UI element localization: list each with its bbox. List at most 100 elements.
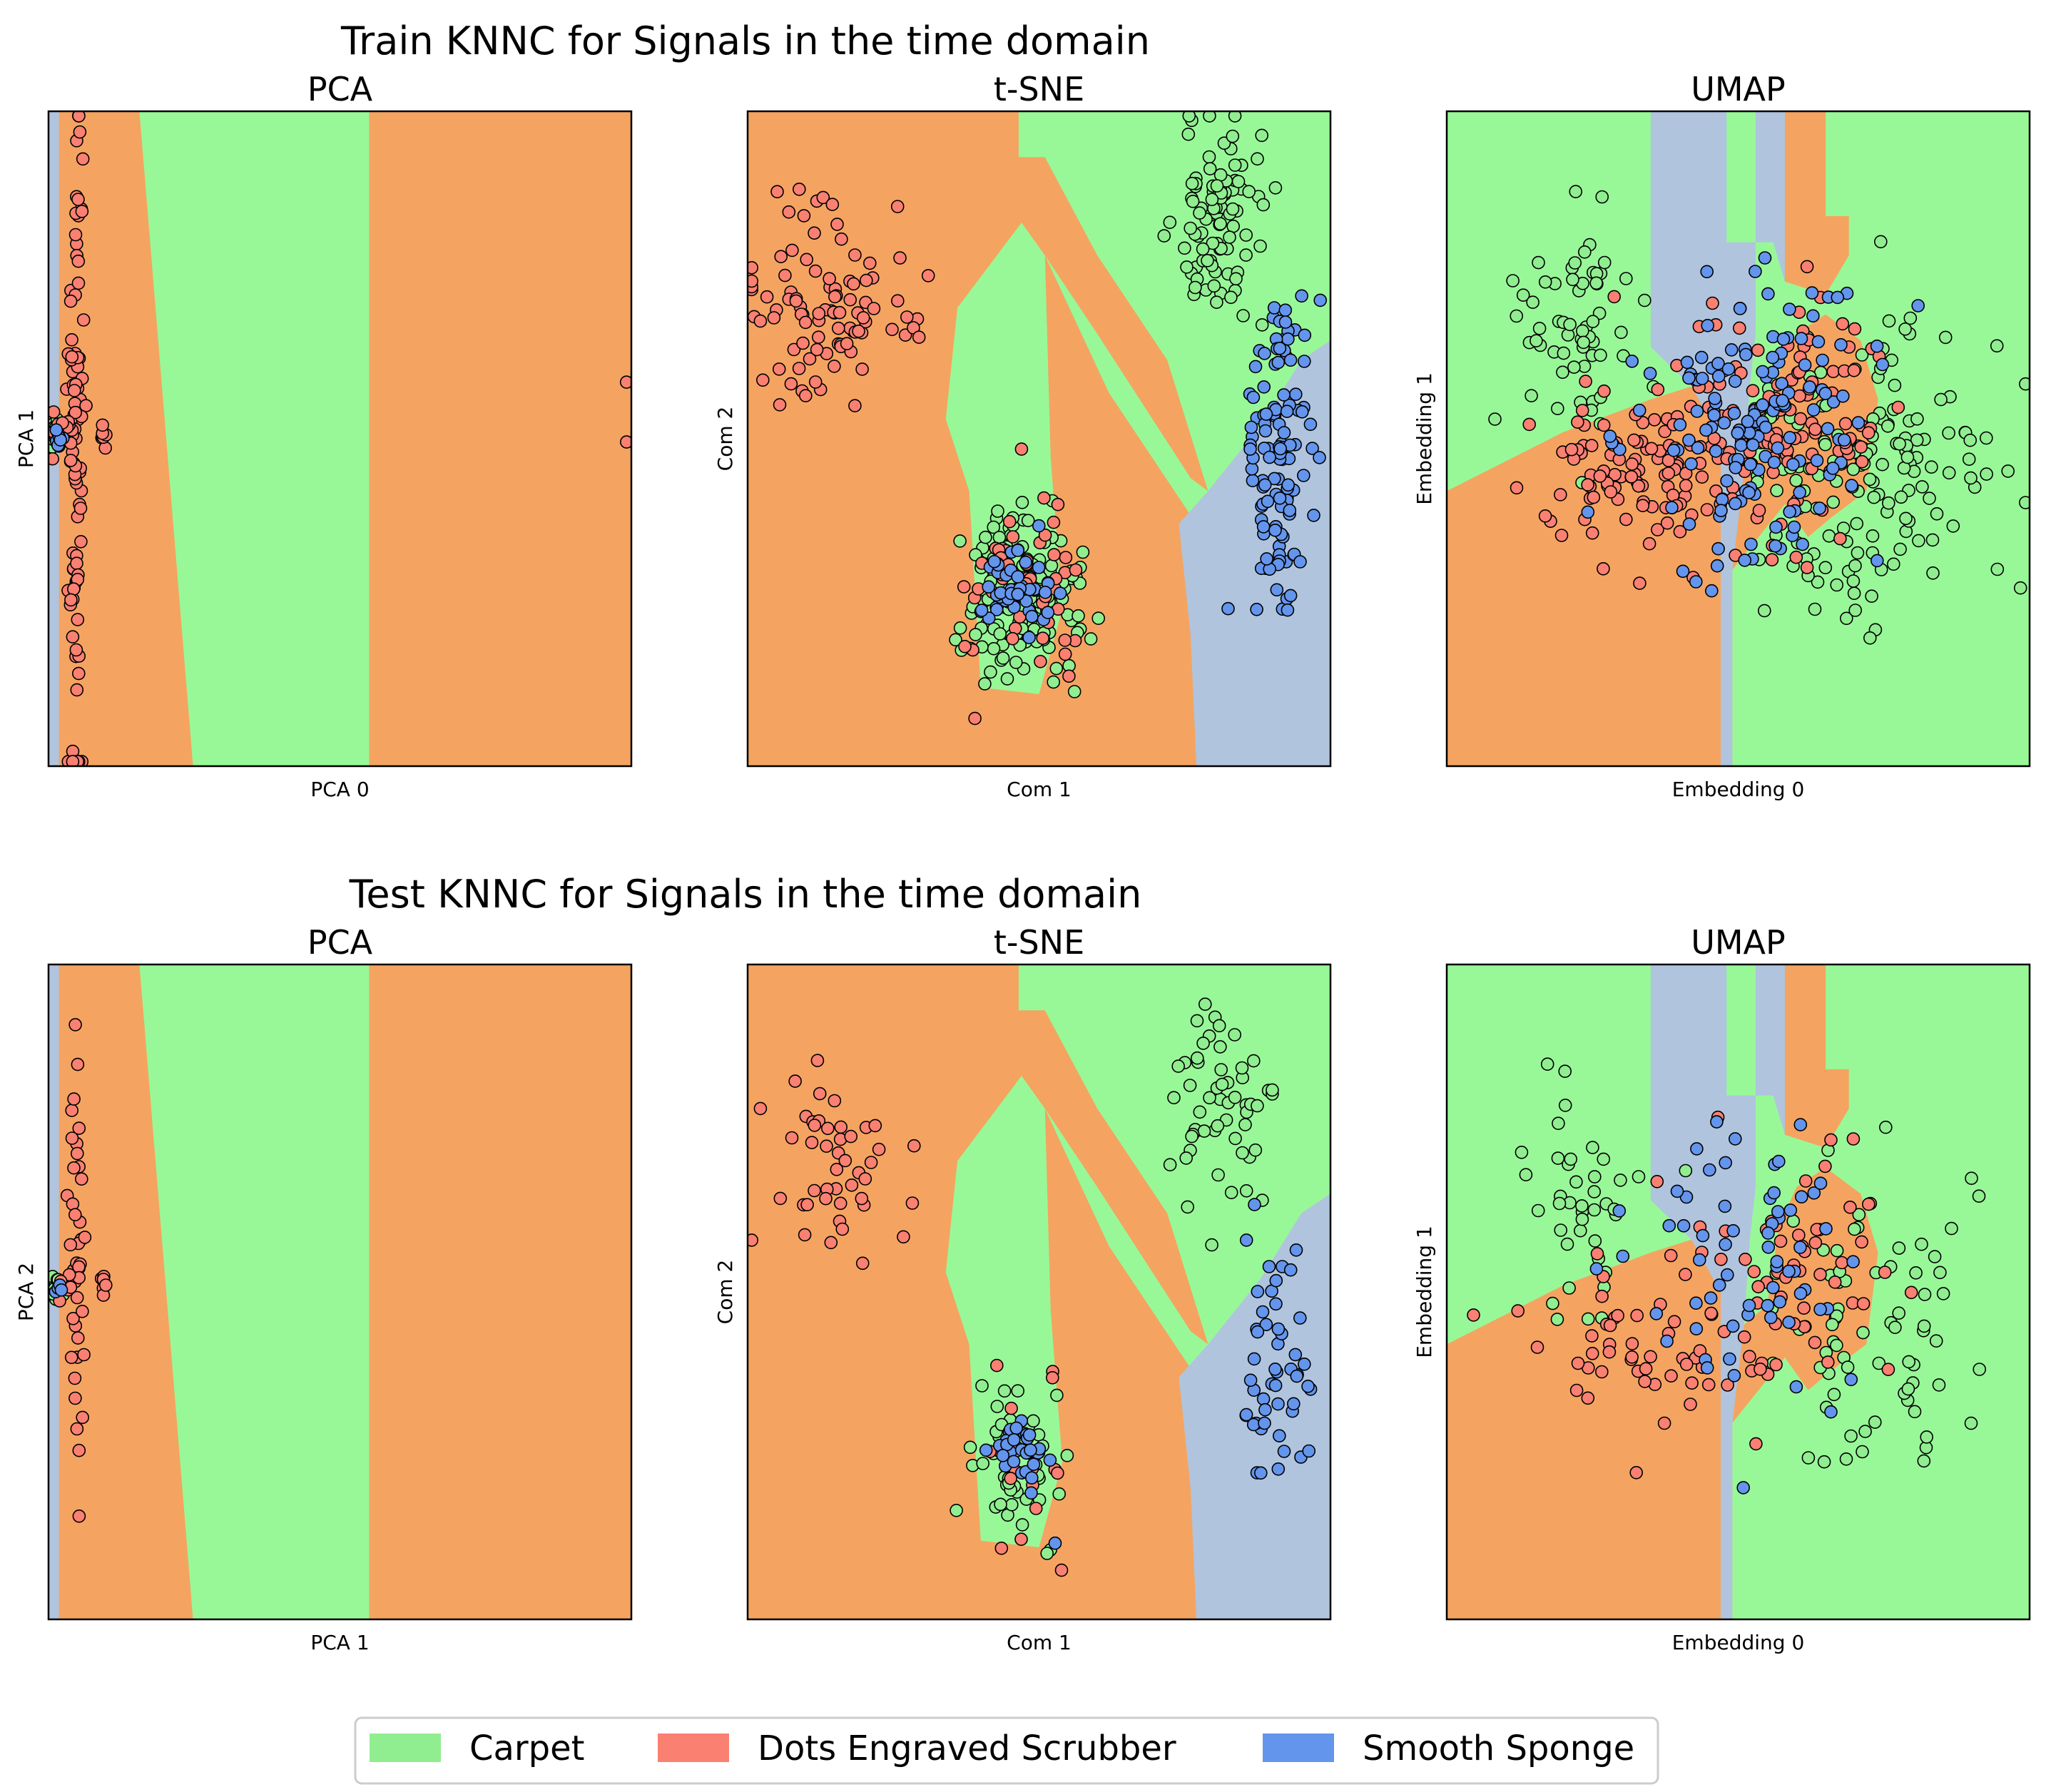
data-point (1180, 260, 1194, 274)
x-axis-label: PCA 1 (310, 1631, 369, 1654)
panel-train-umap: UMAP Embedding 0 Embedding 1 (1413, 70, 2031, 801)
data-point (1767, 455, 1781, 469)
data-point (1052, 1487, 1066, 1501)
data-point (1929, 1334, 1943, 1348)
data-point (1025, 1471, 1039, 1485)
data-point (1728, 375, 1742, 388)
series-smooth-sponge (974, 289, 1327, 645)
data-point (1826, 395, 1841, 409)
data-point (1268, 523, 1282, 537)
data-point (1990, 562, 2005, 576)
data-point (2013, 581, 2027, 595)
data-point (1673, 418, 1687, 432)
data-point (1247, 1054, 1261, 1068)
data-point (1756, 398, 1769, 412)
data-point (1840, 611, 1853, 626)
data-point (996, 651, 1010, 665)
data-point (1766, 350, 1780, 365)
x-axis-label: Embedding 0 (1672, 1631, 1805, 1654)
region-carpet (945, 964, 1330, 1547)
data-point (1058, 647, 1072, 661)
data-point (1925, 533, 1940, 547)
data-point (774, 250, 788, 264)
data-point (1733, 321, 1746, 335)
data-point (885, 322, 899, 337)
data-point (816, 190, 830, 205)
region-scrubber (1784, 111, 1849, 295)
data-point (1301, 1380, 1315, 1393)
data-point (1207, 279, 1221, 293)
data-point (72, 666, 86, 681)
data-point (1278, 315, 1293, 329)
data-point (1183, 1079, 1197, 1092)
data-point (1288, 1348, 1303, 1362)
data-point (1283, 353, 1298, 367)
data-point (1246, 390, 1261, 404)
data-point (1203, 111, 1216, 123)
data-point (1041, 606, 1055, 619)
data-point (905, 1196, 920, 1210)
data-point (1813, 502, 1826, 515)
data-point (1281, 603, 1295, 617)
data-point (1510, 481, 1524, 495)
data-point (1297, 469, 1310, 482)
data-point (1676, 564, 1690, 579)
data-point (1872, 1356, 1886, 1370)
data-point (1226, 129, 1240, 143)
data-point (1771, 441, 1785, 455)
data-point (994, 1497, 1007, 1512)
data-point (1882, 314, 1896, 328)
data-point (824, 1236, 838, 1250)
data-point (1789, 550, 1803, 564)
data-point (1915, 1237, 1928, 1251)
data-point (1029, 1502, 1043, 1515)
data-point (1242, 185, 1256, 198)
data-point (1255, 318, 1269, 332)
data-point (1761, 1298, 1775, 1313)
data-point (1630, 1308, 1644, 1323)
data-point (1700, 503, 1714, 516)
data-point (1289, 387, 1303, 402)
data-point (1764, 1310, 1778, 1325)
data-point (1721, 362, 1736, 376)
axes-frame (1445, 110, 2031, 768)
data-point (830, 218, 844, 231)
data-point (1826, 1318, 1839, 1332)
data-point (1298, 1358, 1311, 1371)
data-point (800, 253, 813, 267)
data-point (1793, 1118, 1808, 1131)
data-point (834, 1120, 848, 1134)
data-point (785, 243, 799, 258)
data-point (953, 621, 967, 635)
data-point (788, 1074, 802, 1088)
data-point (1614, 1174, 1627, 1187)
data-point (1942, 426, 1955, 440)
data-point (1519, 1168, 1533, 1181)
data-point (1851, 416, 1866, 429)
axes-frame (746, 963, 1332, 1621)
data-point (1917, 1454, 1931, 1468)
data-point (2001, 464, 2015, 478)
data-point (1579, 375, 1592, 388)
data-point (1190, 1014, 1204, 1028)
data-point (1002, 514, 1017, 529)
data-point (1034, 654, 1047, 668)
data-point (1798, 358, 1812, 372)
data-point (1223, 230, 1236, 244)
data-point (1855, 1235, 1868, 1249)
data-point (1538, 275, 1552, 289)
data-point (72, 1443, 86, 1457)
data-point (1575, 404, 1589, 417)
data-point (1506, 274, 1520, 287)
data-point (1044, 559, 1059, 573)
data-point (1531, 1203, 1545, 1218)
data-point (810, 1054, 825, 1067)
data-point (2019, 496, 2030, 509)
data-point (1729, 1132, 1742, 1146)
data-point (1701, 318, 1714, 332)
region-scrubber (1447, 1239, 1721, 1619)
data-point (1059, 551, 1073, 564)
data-point (1224, 1186, 1238, 1199)
data-point (770, 185, 784, 199)
data-point (76, 1305, 89, 1318)
